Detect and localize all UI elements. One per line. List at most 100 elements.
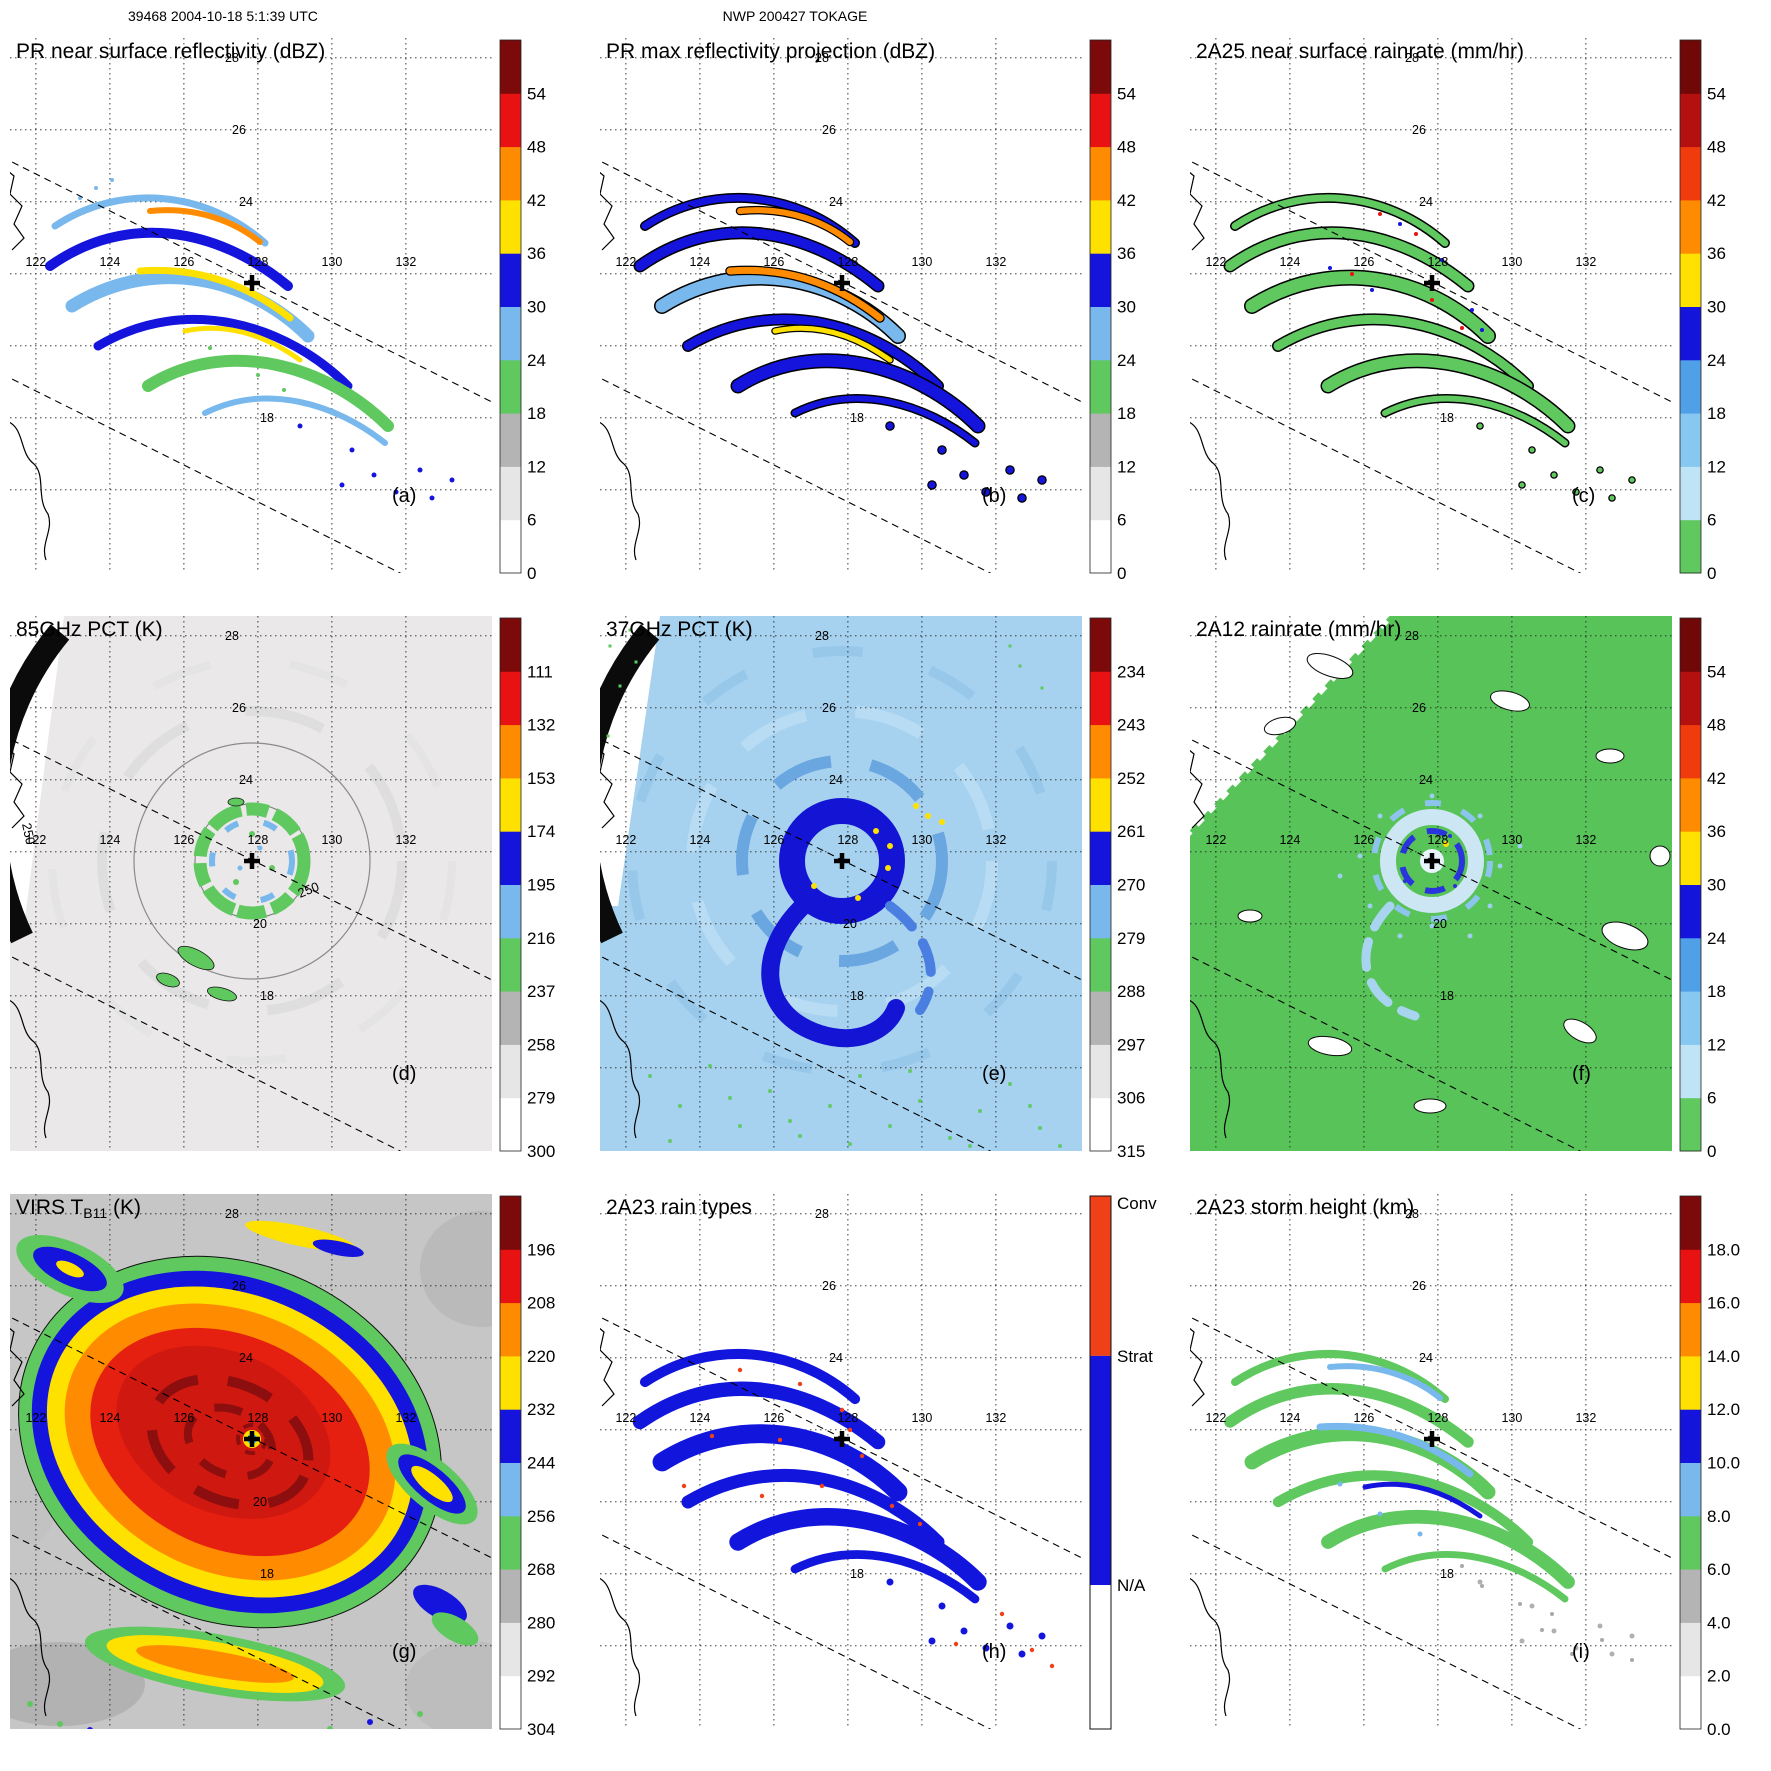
colorbar-label: N/A (1117, 1576, 1146, 1595)
panel-title: PR near surface reflectivity (dBZ) (16, 40, 325, 63)
colorbar-tick-label: 18.0 (1707, 1240, 1740, 1259)
lat-tick-label: 28 (225, 1207, 239, 1221)
lon-tick-label: 122 (1205, 1411, 1226, 1425)
colorbar-tick-label: 18 (1117, 404, 1136, 423)
colorbar: Conv Strat N/A (1089, 1194, 1157, 1730)
lat-tick-label: 28 (1405, 51, 1419, 65)
lat-tick-label: 28 (815, 1207, 829, 1221)
map-area (1190, 616, 1672, 1151)
coastline (10, 749, 50, 1139)
graticule-labels: 122 124 126 128 130 132 28 26 24 18 (615, 51, 1006, 425)
colorbar-tick-label: 30 (1707, 876, 1726, 895)
colorbar-tick-label: 6 (1117, 511, 1126, 530)
panel-grid: 122 124 126 128 130 132 28 26 24 18 (a) PR near sur… (0, 28, 1770, 1762)
colorbar-tick-label: 220 (527, 1347, 555, 1366)
coastline (600, 1327, 640, 1717)
lon-tick-label: 128 (1427, 255, 1448, 269)
colorbar-tick-label: 42 (527, 191, 546, 210)
lon-tick-label: 124 (1279, 255, 1300, 269)
graticule-labels: 122 124 126 128 130 132 28 26 24 18 (1205, 51, 1596, 425)
lon-tick-label: 132 (985, 833, 1006, 847)
lat-tick-label: 24 (239, 195, 253, 209)
lon-tick-label: 126 (173, 255, 194, 269)
panel-f: 122 124 126 128 130 132 28 26 24 20 18 (f) 2A12 rain… (1180, 606, 1770, 1184)
orbit-timestamp: 39468 2004-10-18 5:1:39 UTC (128, 8, 318, 24)
panel-title: VIRS TB11 (K) (16, 1196, 141, 1221)
lon-tick-label: 122 (1205, 255, 1226, 269)
panel-letter: (h) (982, 1641, 1006, 1663)
graticule-labels: 122 124 126 128 130 132 28 26 24 20 18 (615, 629, 1006, 1003)
colorbar-tick-label: 48 (1707, 138, 1726, 157)
colorbar-tick-label: 256 (527, 1507, 555, 1526)
colorbar-tick-label: 6.0 (1707, 1560, 1731, 1579)
colorbar-tick-label: 8.0 (1707, 1507, 1731, 1526)
lon-tick-label: 130 (321, 833, 342, 847)
map-area (600, 1194, 1082, 1729)
lat-tick-label: 26 (1412, 123, 1426, 137)
map-area (10, 38, 492, 573)
lat-tick-label: 24 (829, 1351, 843, 1365)
lon-tick-label: 126 (763, 833, 784, 847)
storm-center-marker (244, 1431, 260, 1447)
graticule-labels: 122 124 126 128 130 132 28 26 24 18 (1205, 1207, 1596, 1581)
lat-tick-label: 28 (225, 629, 239, 643)
panel-g-figure: 122 124 126 128 130 132 28 26 24 20 18 (g) VIRS TB11… (10, 1194, 555, 1739)
panel-h-figure: 122 124 126 128 130 132 28 26 24 18 (h) 2A23 rain t… (600, 1194, 1157, 1730)
colorbar-tick-label: 16.0 (1707, 1294, 1740, 1313)
panel-letter: (c) (1572, 485, 1595, 507)
lon-tick-label: 126 (173, 1411, 194, 1425)
colorbar-tick-label: 36 (1117, 244, 1136, 263)
colorbar-tick-label: 268 (527, 1560, 555, 1579)
panel-letter: (b) (982, 485, 1006, 507)
colorbar-label: Conv (1117, 1194, 1157, 1213)
colorbar-tick-label: 297 (1117, 1035, 1145, 1054)
colorbar-tick-label: 0.0 (1707, 1720, 1731, 1739)
panel-letter: (f) (1572, 1063, 1591, 1085)
lat-tick-label: 26 (232, 701, 246, 715)
swath-edge-lines (1190, 738, 1672, 1151)
lat-tick-label: 18 (850, 1567, 864, 1581)
latlon-grid (600, 1194, 1082, 1729)
latlon-grid (10, 616, 492, 1151)
colorbar-tick-label: 174 (527, 822, 555, 841)
lat-tick-label: 18 (260, 989, 274, 1003)
lon-tick-label: 124 (689, 255, 710, 269)
colorbar-tick-label: 244 (527, 1454, 555, 1473)
lon-tick-label: 130 (911, 255, 932, 269)
colorbar-tick-label: 243 (1117, 716, 1145, 735)
lat-tick-label: 26 (232, 1279, 246, 1293)
swath-edge-lines (10, 1316, 492, 1729)
lon-tick-label: 130 (1501, 833, 1522, 847)
storm-center-marker (834, 275, 850, 291)
lon-tick-label: 122 (25, 1411, 46, 1425)
panel-title: 85GHz PCT (K) (16, 618, 163, 641)
coastline (10, 171, 50, 561)
colorbar-tick-label: 30 (1117, 298, 1136, 317)
lon-tick-label: 124 (99, 833, 120, 847)
lon-tick-label: 128 (247, 833, 268, 847)
colorbar-tick-label: 10.0 (1707, 1454, 1740, 1473)
swath-edge-lines (600, 738, 1082, 1151)
lon-tick-label: 126 (1353, 255, 1374, 269)
colorbar-tick-label: 252 (1117, 769, 1145, 788)
lat-tick-label: 26 (822, 701, 836, 715)
lon-tick-label: 128 (247, 1411, 268, 1425)
panel-a: 122 124 126 128 130 132 28 26 24 18 (a) PR near sur… (0, 28, 590, 606)
lon-tick-label: 124 (689, 833, 710, 847)
lon-tick-label: 122 (615, 1411, 636, 1425)
colorbar-tick-label: 18 (1707, 982, 1726, 1001)
lon-tick-label: 130 (321, 1411, 342, 1425)
lat-tick-label: 20 (253, 917, 267, 931)
coastline (10, 1327, 50, 1717)
lat-tick-label: 20 (843, 917, 857, 931)
panel-letter: (a) (392, 485, 416, 507)
lat-tick-label: 18 (1440, 1567, 1454, 1581)
colorbar-tick-label: 300 (527, 1142, 555, 1161)
coastline (600, 749, 640, 1139)
lon-tick-label: 128 (1427, 833, 1448, 847)
map-area (10, 1194, 492, 1729)
colorbar-tick-label: 6 (1707, 511, 1716, 530)
colorbar-tick-label: 237 (527, 982, 555, 1001)
lat-tick-label: 20 (1433, 917, 1447, 931)
